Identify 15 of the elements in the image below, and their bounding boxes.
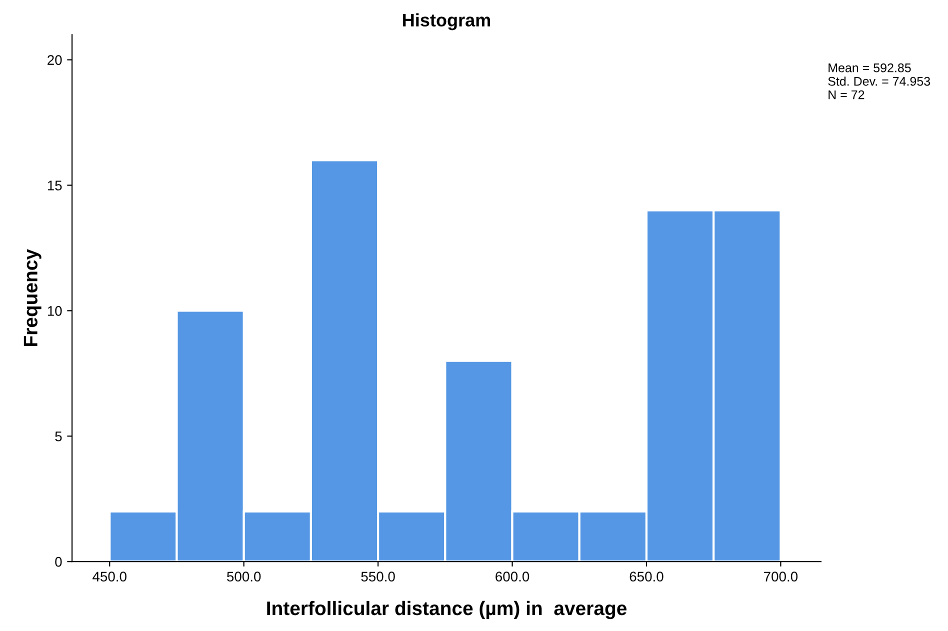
x-axis-title: Interfollicular distance (µm) in average	[267, 600, 627, 620]
y-tick-label: 0	[55, 556, 62, 567]
x-tick-label: 600.0	[496, 572, 530, 582]
y-tick-label: 15	[48, 180, 62, 190]
x-tick-label: 650.0	[630, 572, 664, 582]
y-tick-label: 20	[48, 55, 62, 65]
x-tick-label: 550.0	[361, 572, 395, 582]
x-tick-label: 500.0	[227, 572, 261, 582]
y-tick-label: 10	[48, 306, 62, 316]
chart-title: Histogram	[403, 13, 490, 30]
x-tick-label: 450.0	[92, 572, 126, 582]
text: Mean = 592.85 Std. Dev. = 74.953 N = 72	[828, 63, 930, 100]
y-axis-title: Frequency	[24, 249, 42, 346]
x-tick-label: 700.0	[764, 572, 798, 582]
y-tick-label: 5	[55, 432, 62, 442]
